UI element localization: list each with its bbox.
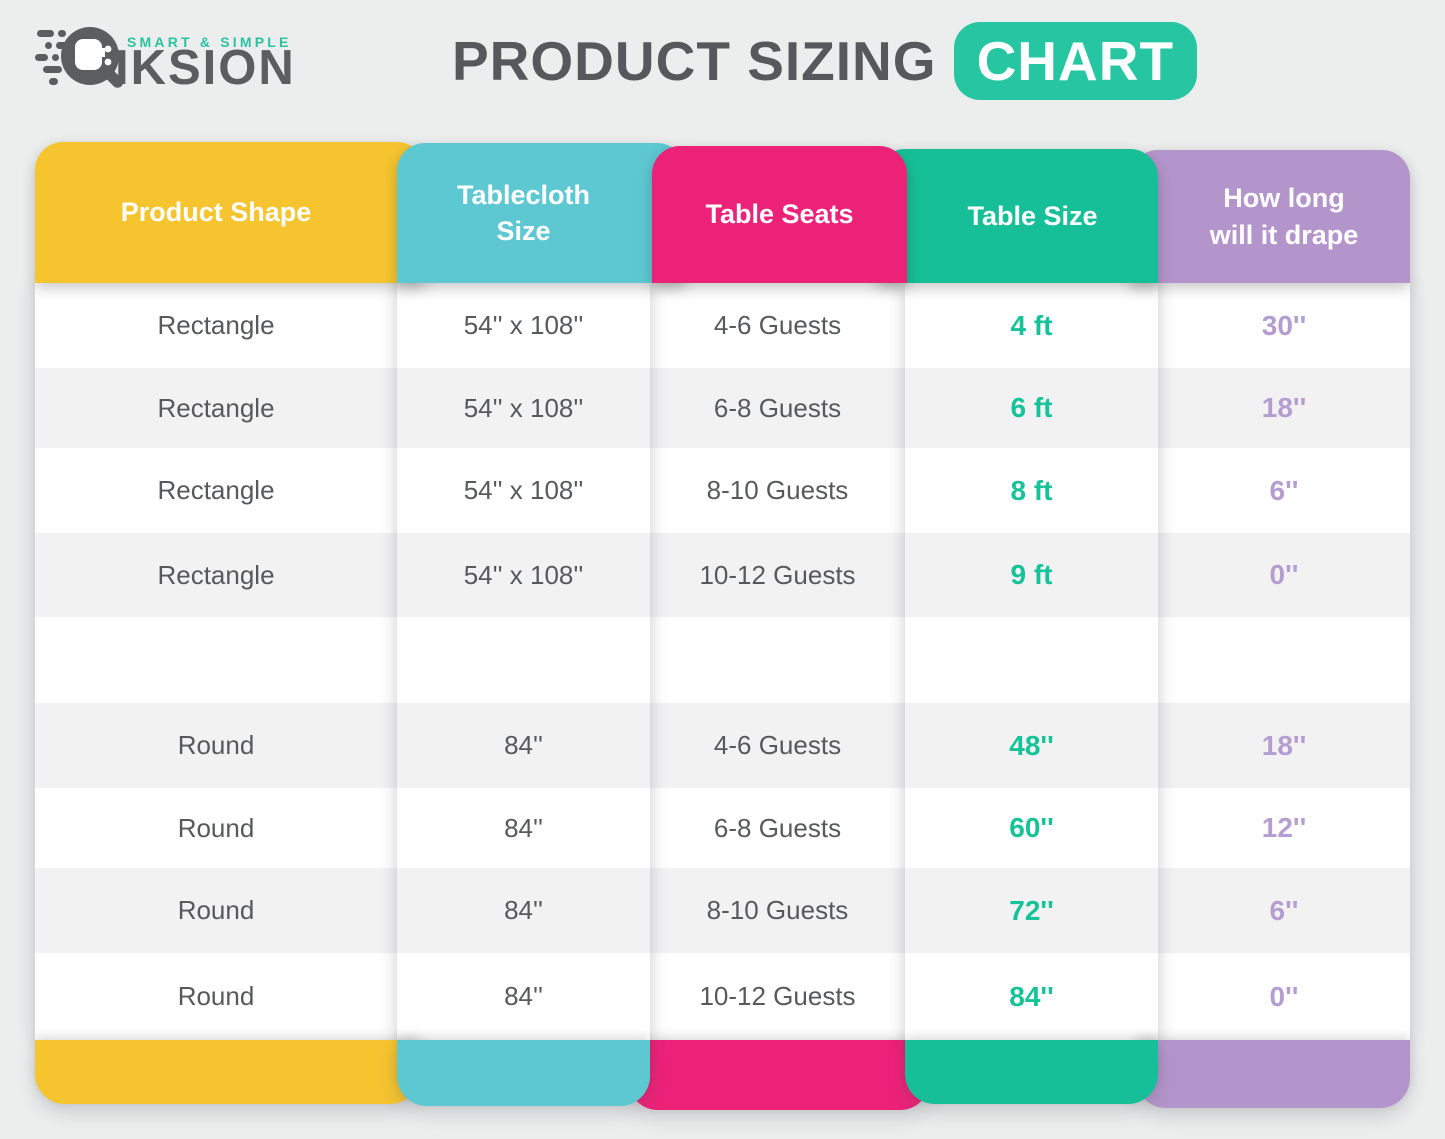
column-body-table-size: 4 ft 6 ft 8 ft 9 ft 48'' 60'' 72'' 84'' [905, 283, 1158, 1040]
cell-shape-r1: Rectangle [35, 283, 397, 368]
cell-drape-r1: 30'' [1158, 283, 1410, 368]
cell-cloth-r1: 54'' x 108'' [397, 283, 650, 368]
cell-shape-r5: Round [35, 703, 397, 788]
footer-chip-tablecloth-size [397, 1040, 650, 1106]
column-body-table-seats: 4-6 Guests 6-8 Guests 8-10 Guests 10-12 … [650, 283, 905, 1040]
cell-drape-r2: 18'' [1158, 368, 1410, 448]
cell-size-r7: 72'' [905, 868, 1158, 953]
header-chip-table-seats: Table Seats [652, 146, 907, 283]
cell-drape-r8: 0'' [1158, 953, 1410, 1040]
cell-drape-r7: 6'' [1158, 868, 1410, 953]
cell-cloth-r8: 84'' [397, 953, 650, 1040]
cell-shape-r6: Round [35, 788, 397, 868]
brand-tagline: SMART & SIMPLE [127, 34, 292, 50]
cell-seats-r3: 8-10 Guests [650, 448, 905, 533]
cell-seats-r5: 4-6 Guests [650, 703, 905, 788]
column-body-drape-length: 30'' 18'' 6'' 0'' 18'' 12'' 6'' 0'' [1158, 283, 1410, 1040]
cell-cloth-r2: 54'' x 108'' [397, 368, 650, 448]
brand-name: IKSION [115, 41, 296, 95]
cell-cloth-r7: 84'' [397, 868, 650, 953]
spacer-cell-drape [1158, 617, 1410, 703]
cell-size-r6: 60'' [905, 788, 1158, 868]
cell-shape-r8: Round [35, 953, 397, 1040]
cell-drape-r5: 18'' [1158, 703, 1410, 788]
column-header-label: How long will it drape [1209, 183, 1359, 250]
cell-size-r3: 8 ft [905, 448, 1158, 533]
cell-shape-r3: Rectangle [35, 448, 397, 533]
cell-size-r5: 48'' [905, 703, 1158, 788]
footer-chip-table-seats [628, 1040, 930, 1110]
spacer-cell-cloth [397, 617, 650, 703]
header-chip-product-shape: Product Shape [35, 142, 425, 283]
cell-shape-r4: Rectangle [35, 533, 397, 617]
cell-seats-r2: 6-8 Guests [650, 368, 905, 448]
cell-cloth-r5: 84'' [397, 703, 650, 788]
footer-chip-product-shape [35, 1040, 420, 1104]
column-body-tablecloth-size: 54'' x 108'' 54'' x 108'' 54'' x 108'' 5… [397, 283, 650, 1040]
cell-cloth-r4: 54'' x 108'' [397, 533, 650, 617]
cell-seats-r8: 10-12 Guests [650, 953, 905, 1040]
cell-seats-r7: 8-10 Guests [650, 868, 905, 953]
cell-seats-r6: 6-8 Guests [650, 788, 905, 868]
cell-size-r4: 9 ft [905, 533, 1158, 617]
column-header-label: Table Size [967, 200, 1098, 231]
cell-size-r8: 84'' [905, 953, 1158, 1040]
spacer-cell-shape [35, 617, 397, 703]
cell-seats-r4: 10-12 Guests [650, 533, 905, 617]
header-chip-drape-length: How long will it drape [1130, 150, 1410, 283]
spacer-cell-seats [650, 617, 905, 703]
brand-logo-icon [35, 27, 124, 88]
column-header-label: Tablecloth Size [456, 179, 590, 246]
cell-cloth-r6: 84'' [397, 788, 650, 868]
footer-chip-table-size [905, 1040, 1158, 1104]
cell-seats-r1: 4-6 Guests [650, 283, 905, 368]
column-header-label: Product Shape [120, 197, 312, 228]
cell-size-r2: 6 ft [905, 368, 1158, 448]
page-title: PRODUCT SIZING CHART [452, 17, 1198, 105]
page-title-highlight-chip: CHART [953, 22, 1198, 100]
column-body-product-shape: Rectangle Rectangle Rectangle Rectangle … [35, 283, 397, 1040]
page-title-text: PRODUCT SIZING [452, 30, 937, 92]
brand-logo: SMART & SIMPLE IKSION [33, 18, 313, 102]
cell-shape-r7: Round [35, 868, 397, 953]
cell-drape-r6: 12'' [1158, 788, 1410, 868]
column-header-label: Table Seats [705, 199, 854, 230]
footer-chip-drape-length [1136, 1040, 1410, 1108]
spacer-cell-size [905, 617, 1158, 703]
header-chip-table-size: Table Size [877, 149, 1158, 283]
header-chip-tablecloth-size: Tablecloth Size [397, 143, 685, 283]
cell-drape-r3: 6'' [1158, 448, 1410, 533]
cell-drape-r4: 0'' [1158, 533, 1410, 617]
cell-cloth-r3: 54'' x 108'' [397, 448, 650, 533]
cell-size-r1: 4 ft [905, 283, 1158, 368]
cell-shape-r2: Rectangle [35, 368, 397, 448]
